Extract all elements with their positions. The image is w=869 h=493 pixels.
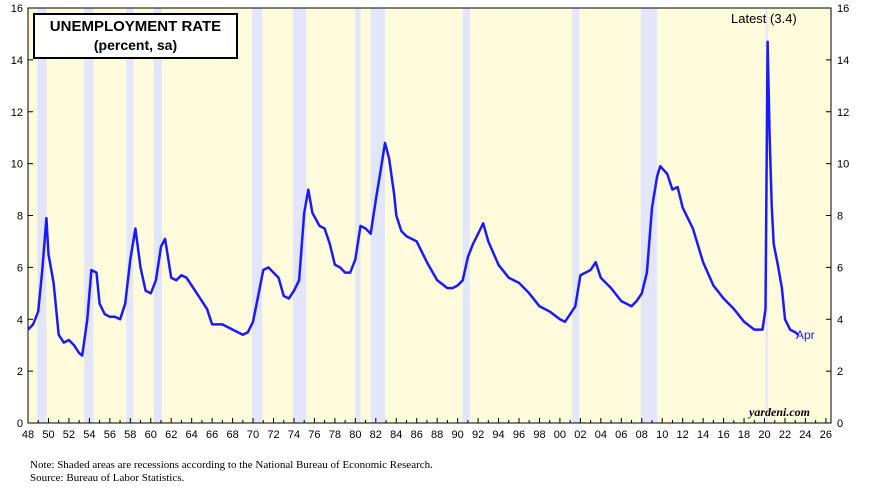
y-tick-label-right: 16 <box>837 3 849 15</box>
x-tick-label: 66 <box>206 429 218 441</box>
recession-band <box>292 8 307 423</box>
y-tick-label-right: 12 <box>837 107 849 119</box>
x-tick-label: 84 <box>390 429 402 441</box>
y-tick-label-left: 10 <box>11 159 23 171</box>
recession-band <box>37 8 47 423</box>
x-tick-label: 78 <box>329 429 341 441</box>
y-tick-label-left: 16 <box>11 3 23 15</box>
recession-band <box>252 8 263 423</box>
x-tick-label: 54 <box>83 429 95 441</box>
y-tick-label-left: 8 <box>17 211 23 223</box>
x-tick-label: 02 <box>574 429 586 441</box>
x-tick-label: 58 <box>124 429 136 441</box>
y-tick-label-left: 14 <box>11 55 23 67</box>
x-tick-label: 50 <box>42 429 54 441</box>
x-tick-label: 92 <box>472 429 484 441</box>
x-tick-label: 24 <box>799 429 811 441</box>
recession-band <box>126 8 134 423</box>
recession-band <box>640 8 658 423</box>
recession-band <box>462 8 470 423</box>
end-month-label: Apr <box>796 328 815 342</box>
x-tick-label: 62 <box>165 429 177 441</box>
x-tick-label: 22 <box>779 429 791 441</box>
note-source: Source: Bureau of Labor Statistics. <box>30 472 185 484</box>
recession-band <box>355 8 361 423</box>
unemployment-series-line <box>27 40 800 357</box>
y-tick-label-left: 0 <box>17 418 23 430</box>
recession-band <box>84 8 94 423</box>
x-tick-label: 90 <box>452 429 464 441</box>
x-tick-label: 76 <box>308 429 320 441</box>
y-tick-label-left: 12 <box>11 107 23 119</box>
x-tick-label: 74 <box>288 429 300 441</box>
note-recessions: Note: Shaded areas are recessions accord… <box>30 459 433 471</box>
x-tick-label: 70 <box>247 429 259 441</box>
y-tick-label-left: 4 <box>17 314 23 326</box>
latest-value-label: Latest (3.4) <box>731 11 797 26</box>
y-tick-label-left: 2 <box>17 366 23 378</box>
x-tick-label: 52 <box>63 429 75 441</box>
y-tick-label-right: 8 <box>837 211 843 223</box>
y-tick-label-right: 6 <box>837 262 843 274</box>
plot-background <box>28 8 831 423</box>
chart-notes: Note: Shaded areas are recessions accord… <box>30 459 433 485</box>
x-tick-label: 96 <box>513 429 525 441</box>
y-tick-label-right: 10 <box>837 159 849 171</box>
y-tick-label-left: 6 <box>17 262 23 274</box>
y-tick-label-right: 2 <box>837 366 843 378</box>
x-tick-label: 64 <box>186 429 198 441</box>
x-tick-label: 88 <box>431 429 443 441</box>
y-tick-label-right: 0 <box>837 418 843 430</box>
x-tick-label: 48 <box>22 429 34 441</box>
x-tick-label: 86 <box>411 429 423 441</box>
x-tick-label: 06 <box>615 429 627 441</box>
y-tick-label-right: 14 <box>837 55 849 67</box>
x-tick-label: 10 <box>656 429 668 441</box>
source-watermark: yardeni.com <box>749 405 810 419</box>
x-tick-label: 00 <box>554 429 566 441</box>
x-tick-label: 82 <box>370 429 382 441</box>
x-tick-label: 68 <box>226 429 238 441</box>
x-tick-label: 72 <box>267 429 279 441</box>
x-tick-label: 80 <box>349 429 361 441</box>
x-tick-label: 56 <box>104 429 116 441</box>
x-tick-label: 60 <box>145 429 157 441</box>
x-tick-label: 18 <box>738 429 750 441</box>
x-tick-label: 26 <box>820 429 832 441</box>
x-tick-label: 94 <box>492 429 504 441</box>
recession-band <box>572 8 580 423</box>
recession-band <box>153 8 163 423</box>
x-tick-label: 08 <box>636 429 648 441</box>
x-tick-label: 12 <box>677 429 689 441</box>
chart-title-box: UNEMPLOYMENT RATE (percent, sa) <box>33 13 238 59</box>
x-tick-label: 16 <box>717 429 729 441</box>
y-tick-label-right: 4 <box>837 314 843 326</box>
x-tick-label: 14 <box>697 429 709 441</box>
x-tick-label: 20 <box>758 429 770 441</box>
x-tick-label: 04 <box>595 429 607 441</box>
chart-title: UNEMPLOYMENT RATE <box>49 18 222 35</box>
recession-band <box>370 8 386 423</box>
x-tick-label: 98 <box>533 429 545 441</box>
chart-subtitle: (percent, sa) <box>93 37 178 53</box>
